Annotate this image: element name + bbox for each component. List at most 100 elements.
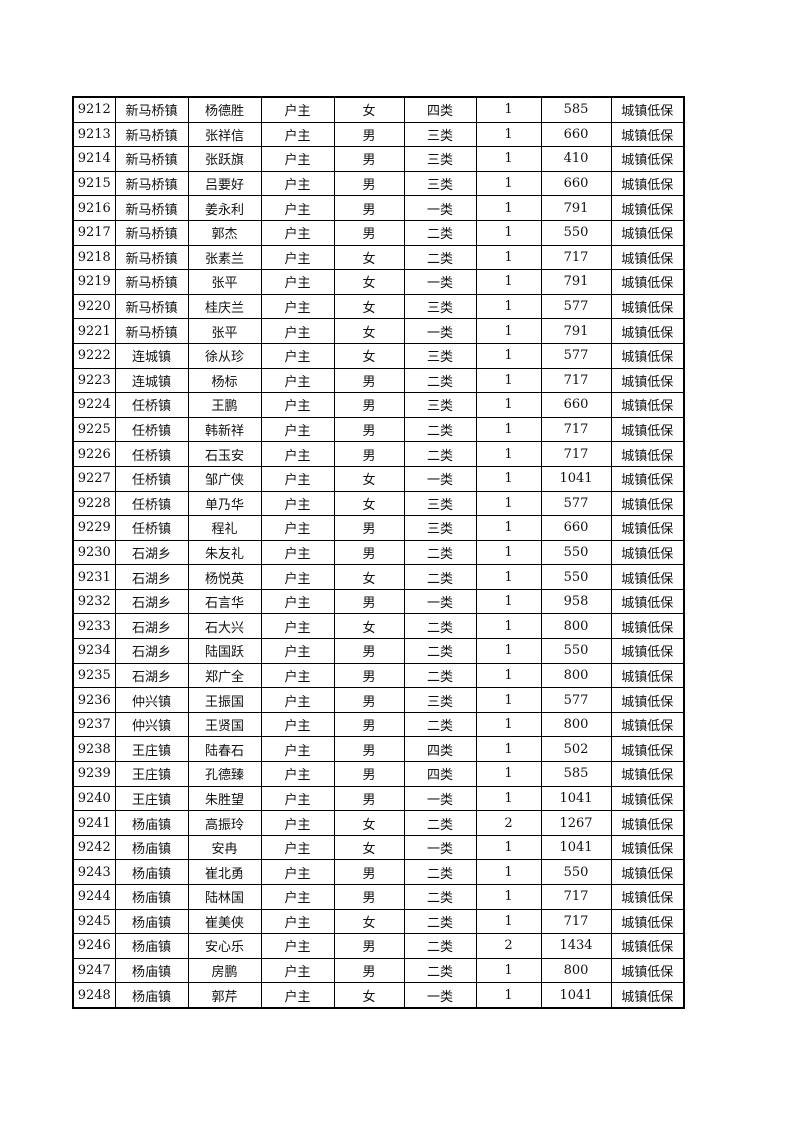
cell-type: 城镇低保 xyxy=(610,195,685,221)
cell-type: 城镇低保 xyxy=(610,687,685,713)
cell-count: 1 xyxy=(475,982,542,1009)
cell-type: 城镇低保 xyxy=(610,269,685,295)
cell-name: 张平 xyxy=(187,269,262,295)
cell-town: 新马桥镇 xyxy=(114,219,189,246)
cell-amount: 502 xyxy=(540,736,612,763)
cell-name: 郑广全 xyxy=(187,662,262,689)
cell-type: 城镇低保 xyxy=(610,957,685,984)
cell-town: 新马桥镇 xyxy=(114,244,189,271)
cell-relation: 户主 xyxy=(260,711,335,738)
table-row: 9221 新马桥镇 张平 户主女一类 1 791 城镇低保 xyxy=(72,318,685,344)
cell-name: 杨标 xyxy=(187,367,262,394)
table-row: 9226 任桥镇 石玉安 户主男二类 1 717 城镇低保 xyxy=(72,441,685,467)
cell-town: 石湖乡 xyxy=(114,613,189,640)
cell-name: 高振玲 xyxy=(187,810,262,836)
cell-relation: 户主 xyxy=(260,638,335,664)
cell-relation: 户主 xyxy=(260,662,335,689)
cell-count: 1 xyxy=(475,687,542,713)
cell-gender: 男 xyxy=(333,933,405,959)
cell-gender: 女 xyxy=(333,465,405,492)
cell-amount: 717 xyxy=(540,441,612,467)
cell-gender: 女 xyxy=(333,293,405,320)
cell-name: 程礼 xyxy=(187,515,262,541)
table-row: 9244 杨庙镇 陆林国 户主男二类 1 717 城镇低保 xyxy=(72,884,685,910)
cell-id: 9239 xyxy=(72,761,116,787)
cell-relation: 户主 xyxy=(260,564,335,590)
cell-amount: 800 xyxy=(540,957,612,984)
cell-category: 二类 xyxy=(403,244,477,271)
table-row: 9214 新马桥镇 张跃旗 户主男三类 1 410 城镇低保 xyxy=(72,146,685,172)
cell-id: 9248 xyxy=(72,982,116,1009)
cell-type: 城镇低保 xyxy=(610,342,685,369)
cell-name: 王贤国 xyxy=(187,711,262,738)
cell-id: 9242 xyxy=(72,834,116,861)
cell-gender: 男 xyxy=(333,367,405,394)
cell-category: 二类 xyxy=(403,219,477,246)
cell-id: 9214 xyxy=(72,146,116,172)
cell-relation: 户主 xyxy=(260,613,335,640)
cell-town: 仲兴镇 xyxy=(114,711,189,738)
cell-amount: 550 xyxy=(540,539,612,566)
table-row: 9225 任桥镇 韩新祥 户主男二类 1 717 城镇低保 xyxy=(72,416,685,443)
cell-gender: 女 xyxy=(333,613,405,640)
cell-name: 石大兴 xyxy=(187,613,262,640)
cell-count: 1 xyxy=(475,490,542,517)
cell-amount: 800 xyxy=(540,662,612,689)
cell-id: 9243 xyxy=(72,859,116,885)
cell-relation: 户主 xyxy=(260,588,335,615)
cell-gender: 男 xyxy=(333,392,405,418)
table-row: 9216 新马桥镇 姜永利 户主男一类 1 791 城镇低保 xyxy=(72,195,685,221)
cell-relation: 户主 xyxy=(260,96,335,123)
cell-type: 城镇低保 xyxy=(610,170,685,197)
cell-type: 城镇低保 xyxy=(610,465,685,492)
cell-count: 1 xyxy=(475,884,542,910)
cell-id: 9227 xyxy=(72,465,116,492)
cell-amount: 717 xyxy=(540,908,612,935)
table-row: 9235 石湖乡 郑广全 户主男二类 1 800 城镇低保 xyxy=(72,662,685,689)
cell-name: 陆林国 xyxy=(187,884,262,910)
cell-relation: 户主 xyxy=(260,859,335,885)
cell-id: 9231 xyxy=(72,564,116,590)
cell-count: 1 xyxy=(475,465,542,492)
cell-id: 9228 xyxy=(72,490,116,517)
cell-gender: 男 xyxy=(333,146,405,172)
cell-amount: 577 xyxy=(540,293,612,320)
cell-gender: 男 xyxy=(333,515,405,541)
cell-gender: 女 xyxy=(333,982,405,1009)
table-row: 9213 新马桥镇 张祥信 户主男三类 1 660 城镇低保 xyxy=(72,121,685,148)
cell-town: 石湖乡 xyxy=(114,539,189,566)
cell-type: 城镇低保 xyxy=(610,908,685,935)
cell-amount: 550 xyxy=(540,859,612,885)
cell-count: 1 xyxy=(475,416,542,443)
cell-relation: 户主 xyxy=(260,761,335,787)
table-row: 9246 杨庙镇 安心乐 户主男二类 2 1434 城镇低保 xyxy=(72,933,685,959)
cell-gender: 女 xyxy=(333,318,405,344)
cell-id: 9221 xyxy=(72,318,116,344)
table-row: 9220 新马桥镇 桂庆兰 户主女三类 1 577 城镇低保 xyxy=(72,293,685,320)
cell-category: 二类 xyxy=(403,810,477,836)
cell-amount: 958 xyxy=(540,588,612,615)
cell-gender: 男 xyxy=(333,195,405,221)
cell-town: 杨庙镇 xyxy=(114,884,189,910)
table-row: 9245 杨庙镇 崔美侠 户主女二类 1 717 城镇低保 xyxy=(72,908,685,935)
cell-amount: 791 xyxy=(540,318,612,344)
cell-category: 二类 xyxy=(403,539,477,566)
cell-relation: 户主 xyxy=(260,687,335,713)
cell-type: 城镇低保 xyxy=(610,416,685,443)
cell-relation: 户主 xyxy=(260,121,335,148)
cell-name: 朱胜望 xyxy=(187,785,262,812)
cell-id: 9212 xyxy=(72,96,116,123)
cell-name: 房鹏 xyxy=(187,957,262,984)
cell-amount: 660 xyxy=(540,170,612,197)
cell-relation: 户主 xyxy=(260,367,335,394)
cell-category: 二类 xyxy=(403,884,477,910)
cell-town: 杨庙镇 xyxy=(114,908,189,935)
cell-type: 城镇低保 xyxy=(610,761,685,787)
cell-category: 四类 xyxy=(403,761,477,787)
cell-type: 城镇低保 xyxy=(610,933,685,959)
cell-type: 城镇低保 xyxy=(610,588,685,615)
cell-count: 2 xyxy=(475,933,542,959)
cell-type: 城镇低保 xyxy=(610,662,685,689)
cell-amount: 410 xyxy=(540,146,612,172)
cell-name: 韩新祥 xyxy=(187,416,262,443)
